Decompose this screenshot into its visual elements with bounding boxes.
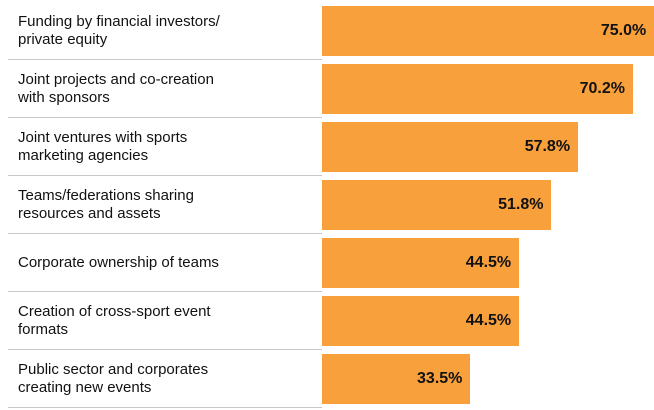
bar — [322, 238, 520, 288]
separator — [8, 175, 322, 176]
bar — [322, 122, 579, 172]
category-label: Corporate ownership of teams — [18, 254, 219, 271]
separator — [8, 233, 322, 234]
bar — [322, 354, 471, 404]
bar — [322, 296, 520, 346]
value-label: 44.5% — [465, 254, 512, 271]
separator — [8, 349, 322, 350]
category-label: Joint ventures with sports marketing age… — [18, 129, 188, 164]
category-label: Joint projects and co-creation with spon… — [18, 71, 214, 106]
value-label: 51.8% — [498, 196, 544, 213]
separator — [8, 291, 322, 292]
category-label: Funding by financial investors/ private … — [18, 13, 220, 48]
category-label: Creation of cross-sport event formats — [18, 303, 211, 338]
separator — [8, 59, 322, 60]
bar — [322, 180, 552, 230]
separator — [8, 407, 322, 408]
bar-row: Public sector and corporates creating ne… — [0, 350, 654, 408]
value-label: 44.5% — [465, 312, 512, 329]
bar-row: Creation of cross-sport event formats 44.… — [0, 292, 654, 350]
bar — [322, 6, 654, 56]
value-label: 75.0% — [600, 22, 647, 39]
bar — [322, 64, 633, 114]
value-label: 33.5% — [417, 370, 463, 387]
category-label: Teams/federations sharing resources and … — [18, 187, 194, 222]
bar-row: Funding by financial investors/ private … — [0, 2, 654, 60]
category-label: Public sector and corporates creating ne… — [18, 361, 209, 396]
bar-row: Corporate ownership of teams 44.5% — [0, 234, 654, 292]
value-label: 57.8% — [524, 138, 571, 155]
bar-row: Teams/federations sharing resources and … — [0, 176, 654, 234]
bar-row: Joint ventures with sports marketing age… — [0, 118, 654, 176]
separator — [8, 117, 322, 118]
value-label: 70.2% — [579, 80, 625, 97]
bar-row: Joint projects and co-creation with spon… — [0, 60, 654, 118]
